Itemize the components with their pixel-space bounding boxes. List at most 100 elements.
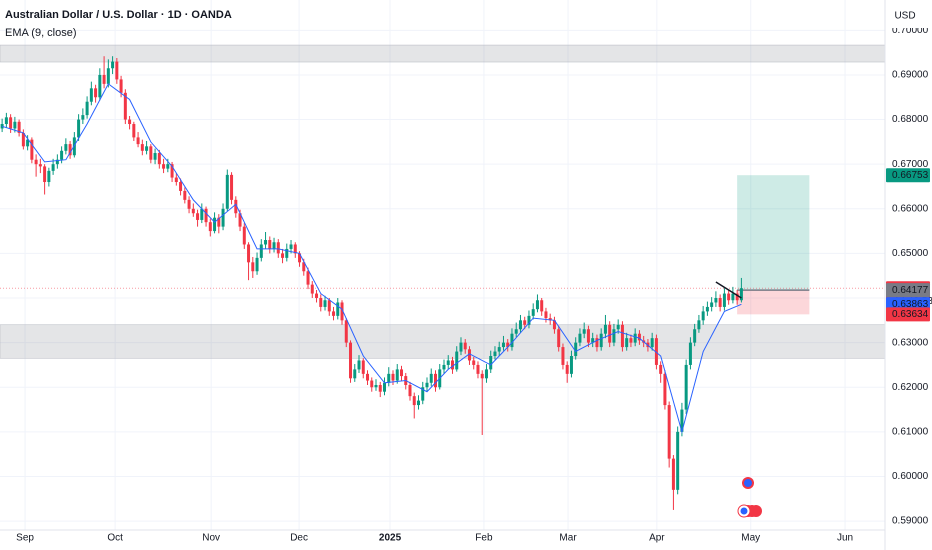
candle-body <box>476 364 480 374</box>
candle-body <box>272 242 276 249</box>
candle-body <box>506 342 510 348</box>
candle-body <box>586 329 590 343</box>
candle-body <box>433 373 437 388</box>
candle-body <box>497 347 501 352</box>
candle-body <box>484 369 488 379</box>
candle-body <box>595 338 599 348</box>
price-label-bg <box>886 168 930 183</box>
candle-body <box>221 208 225 227</box>
candle-body <box>518 320 522 330</box>
candle-body <box>727 293 731 301</box>
target-zone <box>737 175 810 291</box>
price-label: 0.63863 <box>892 299 929 310</box>
candle-body <box>344 320 348 343</box>
candle-body <box>38 164 42 167</box>
candle-body <box>145 146 149 151</box>
candle-body <box>574 342 578 357</box>
candle-body <box>705 306 709 312</box>
x-tick-label: Apr <box>649 533 665 544</box>
price-label: 0.64177 <box>892 285 929 296</box>
candle-body <box>467 349 471 361</box>
zone <box>0 44 886 63</box>
candle-body <box>238 213 242 227</box>
candle-body <box>718 298 722 307</box>
ema-line <box>1 83 742 434</box>
candle-body <box>340 302 344 321</box>
candle-body <box>361 360 365 374</box>
candle-body <box>217 217 221 227</box>
price-label: 0.63634 <box>892 309 929 320</box>
candle-body <box>85 101 89 116</box>
x-tick-label: Oct <box>107 533 123 544</box>
candle-body <box>701 311 705 321</box>
candle-body <box>251 262 255 272</box>
currency-box[interactable] <box>886 4 930 28</box>
candle-body <box>493 351 497 357</box>
candle-body <box>170 164 174 178</box>
y-tick-label: 0.59000 <box>892 516 929 527</box>
candle-body <box>357 360 361 370</box>
x-tick-label: Nov <box>202 533 220 544</box>
candle-body <box>391 373 395 381</box>
candle-body <box>315 293 319 299</box>
candle-body <box>569 356 573 374</box>
y-tick-label: 0.66000 <box>892 203 929 214</box>
candle-body <box>149 146 153 160</box>
price-label: 0.66753 <box>892 170 929 181</box>
candle-body <box>633 333 637 343</box>
background-layer <box>0 0 886 530</box>
candle-body <box>264 240 268 245</box>
candle-body <box>608 324 612 343</box>
candle-body <box>501 342 505 348</box>
candle-body <box>302 262 306 272</box>
zone <box>0 324 886 359</box>
candle-body <box>557 329 561 348</box>
candle-body <box>196 213 200 220</box>
candle-body <box>710 302 714 307</box>
candle-body <box>115 61 119 80</box>
plot-layer <box>0 56 743 510</box>
candle-body <box>157 153 161 165</box>
candle-body <box>412 396 416 406</box>
candle-body <box>383 382 387 392</box>
candle-body <box>667 405 671 459</box>
candle-body <box>153 153 157 160</box>
y-tick-label: 0.67000 <box>892 159 929 170</box>
candle-body <box>68 144 72 156</box>
candle-body <box>332 311 336 316</box>
candle-body <box>276 242 280 254</box>
candle-body <box>654 338 658 365</box>
event-icons[interactable] <box>737 477 762 518</box>
candle-body <box>735 293 739 301</box>
candle-body <box>450 360 454 370</box>
candle-body <box>463 342 467 350</box>
candle-body <box>128 119 132 125</box>
candle-body <box>378 385 382 392</box>
candle-body <box>9 117 13 129</box>
candle-body <box>306 271 310 285</box>
candle-body <box>416 400 420 406</box>
candle-body <box>336 302 340 316</box>
candle-body <box>213 217 217 232</box>
candle-body <box>400 369 404 377</box>
y-tick-label: 0.62000 <box>892 382 929 393</box>
candle-body <box>242 226 246 245</box>
candle-body <box>603 324 607 334</box>
candle-body <box>582 329 586 334</box>
candle-body <box>599 333 603 348</box>
candle-body <box>540 300 544 312</box>
candle-body <box>374 385 378 388</box>
candle-body <box>421 387 425 401</box>
candle-body <box>166 164 170 169</box>
candle-body <box>230 174 234 200</box>
candle-body <box>200 208 204 220</box>
x-tick-label: May <box>741 533 760 544</box>
candle-body <box>13 121 17 129</box>
currency[interactable]: USD <box>894 11 915 22</box>
candle-body <box>565 364 569 374</box>
x-tick-label: Dec <box>290 533 308 544</box>
candle-body <box>21 132 25 147</box>
candle-body <box>370 380 374 388</box>
candle-body <box>162 164 166 169</box>
